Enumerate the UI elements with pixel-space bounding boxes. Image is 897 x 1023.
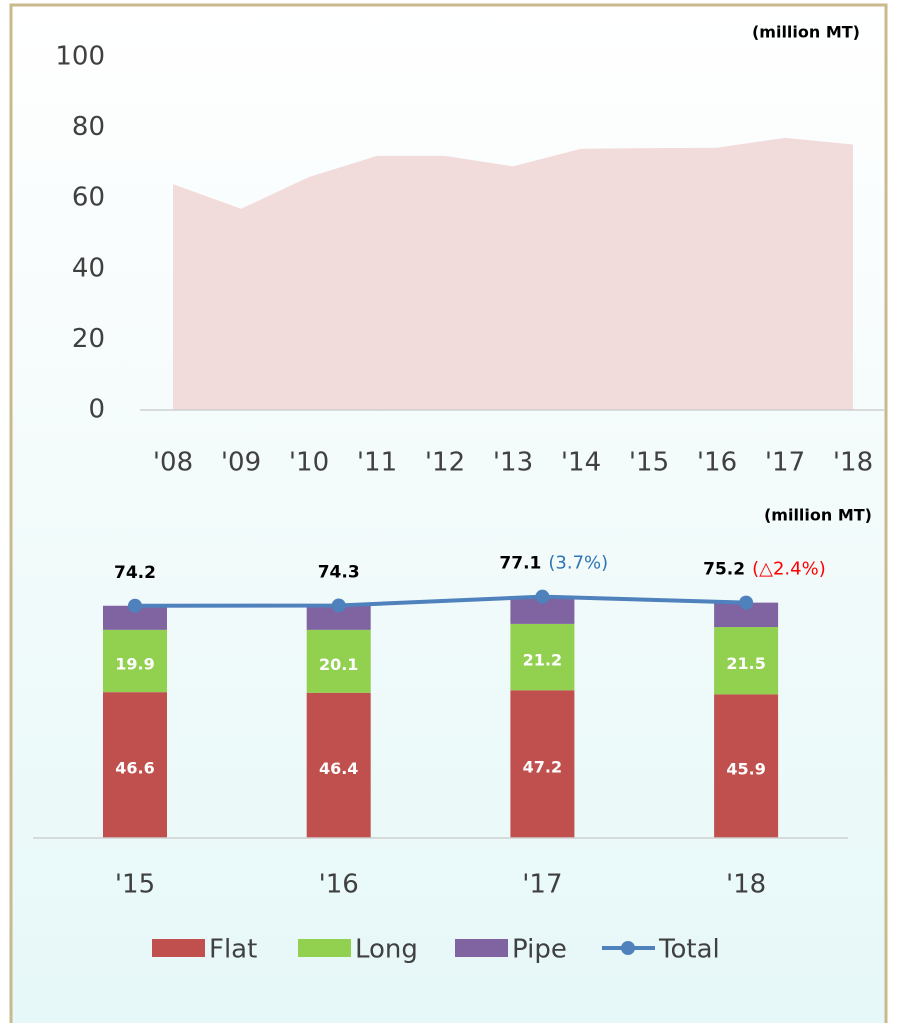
unit-label: (million MT) xyxy=(764,506,872,525)
y-tick-label: 40 xyxy=(72,253,105,283)
bar-segment xyxy=(510,690,575,838)
bar-segment xyxy=(510,623,575,691)
x-tick-label: '12 xyxy=(425,448,465,478)
total-label: 75.2 xyxy=(703,560,745,580)
x-tick-label: '10 xyxy=(289,448,329,478)
bar-segment xyxy=(306,692,371,838)
unit-label: (million MT) xyxy=(752,23,860,42)
total-marker xyxy=(128,598,142,613)
legend-label: Pipe xyxy=(512,935,567,965)
bar-segment xyxy=(714,694,779,838)
data-label: 20.1 xyxy=(319,655,358,674)
data-label: 45.9 xyxy=(726,760,765,779)
x-tick-label: '08 xyxy=(153,448,193,478)
x-tick-label: '15 xyxy=(115,870,155,900)
bar-segment xyxy=(103,692,167,838)
total-label: 74.3 xyxy=(318,562,360,582)
total-marker xyxy=(535,589,550,604)
x-tick-label: '14 xyxy=(561,448,601,478)
data-label: 46.4 xyxy=(319,759,358,778)
annotation: (3.7%) xyxy=(548,553,608,574)
data-label: 21.2 xyxy=(523,651,562,670)
legend-label: Long xyxy=(355,935,418,965)
x-tick-label: '17 xyxy=(765,448,805,478)
x-tick-label: '13 xyxy=(493,448,533,478)
legend-label: Total xyxy=(658,935,720,965)
x-tick-label: '11 xyxy=(357,448,397,478)
y-tick-label: 20 xyxy=(72,324,105,354)
area xyxy=(173,137,853,410)
bar-segment xyxy=(714,627,779,695)
y-tick-label: 80 xyxy=(72,112,105,142)
bar-segment xyxy=(306,629,371,693)
data-label: 46.6 xyxy=(115,759,154,778)
y-tick-label: 60 xyxy=(72,183,105,213)
x-tick-label: '17 xyxy=(522,870,562,900)
annotation: (△2.4%) xyxy=(752,559,826,580)
y-tick-label: 0 xyxy=(88,395,105,425)
total-label: 77.1 xyxy=(499,554,541,574)
total-line xyxy=(134,594,747,608)
y-tick-label: 100 xyxy=(55,42,105,72)
data-label: 21.5 xyxy=(726,654,765,673)
x-tick-label: '15 xyxy=(629,448,669,478)
x-tick-label: '16 xyxy=(319,870,359,900)
x-tick-label: '16 xyxy=(697,448,737,478)
bar-segment xyxy=(103,629,167,693)
total-label: 74.2 xyxy=(114,563,156,583)
legend-swatch xyxy=(298,939,351,957)
data-label: 19.9 xyxy=(115,654,154,673)
data-label: 47.2 xyxy=(523,758,562,777)
legend-swatch xyxy=(152,939,205,957)
x-tick-label: '18 xyxy=(726,870,766,900)
total-marker xyxy=(739,595,754,610)
legend-swatch xyxy=(455,939,508,957)
legend-marker xyxy=(621,941,635,955)
legend-label: Flat xyxy=(209,935,257,965)
total-marker xyxy=(331,598,346,613)
x-tick-label: '09 xyxy=(221,448,261,478)
x-tick-label: '18 xyxy=(833,448,873,478)
